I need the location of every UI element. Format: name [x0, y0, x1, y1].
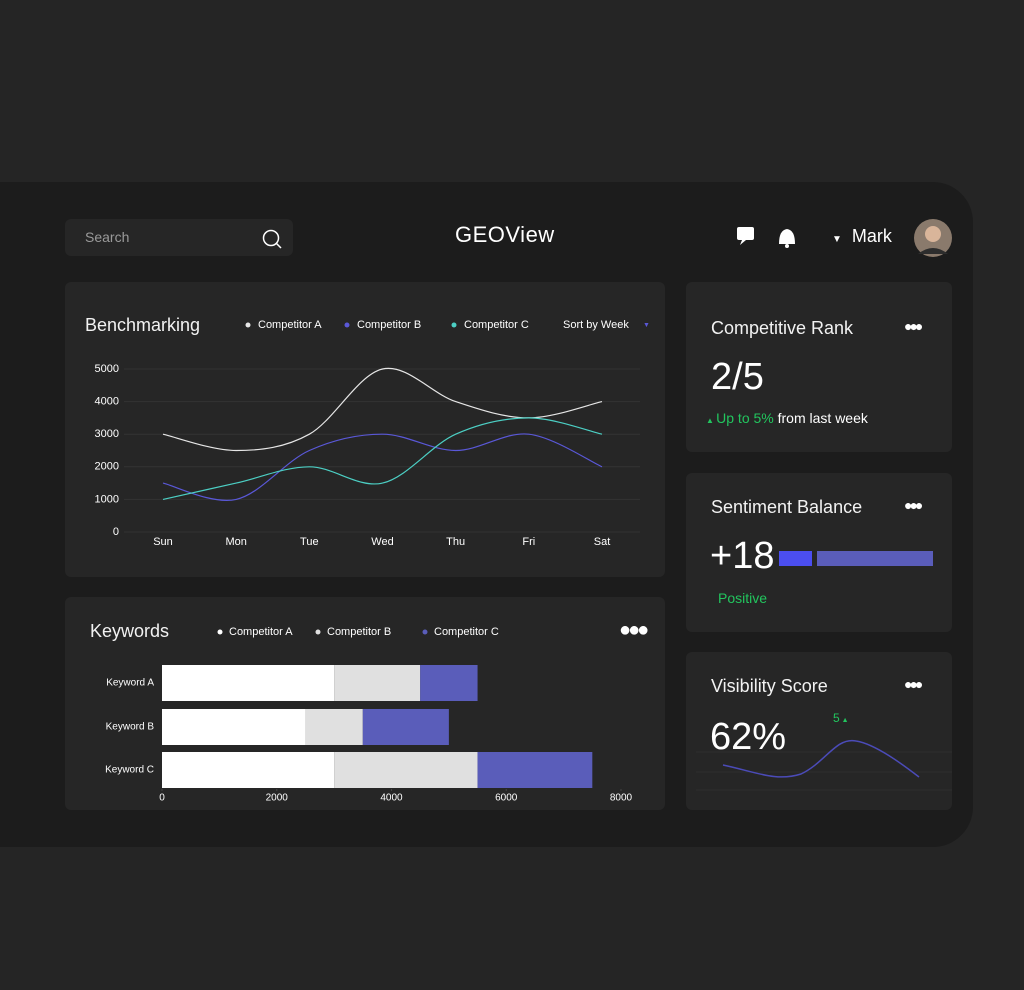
search-box[interactable]: Search	[65, 219, 293, 256]
sentiment-value: +18	[710, 535, 775, 577]
user-name: Mark	[851, 226, 892, 246]
benchmarking-card: Benchmarking	[65, 282, 665, 577]
more-button[interactable]: ●●●	[904, 497, 923, 513]
rank-change: ▲ Up to 5% from last week	[706, 410, 868, 426]
visibility-change: 5 ▲	[833, 711, 849, 725]
more-button[interactable]: ●●●	[904, 676, 923, 692]
chat-icon[interactable]	[737, 227, 754, 240]
avatar[interactable]	[913, 218, 953, 258]
header-icons	[737, 227, 795, 248]
change-text: Up to 5%	[716, 410, 774, 426]
search-placeholder: Search	[85, 229, 130, 245]
app-title: GEOView	[455, 222, 555, 247]
keywords-card: Keywords ●●●	[65, 597, 665, 810]
bell-icon[interactable]	[779, 229, 795, 244]
sparkline	[696, 739, 952, 791]
change-note: from last week	[777, 410, 868, 426]
more-button[interactable]: ●●●	[904, 318, 923, 334]
chart-title: Keywords	[90, 621, 170, 641]
card-title: Sentiment Balance	[711, 497, 863, 517]
visibility-value: 62%	[710, 716, 787, 758]
rank-value: 2/5	[711, 356, 764, 398]
change-text: 5	[833, 711, 840, 725]
sentiment-card: Sentiment Balance ●●● +18 Positive	[686, 473, 952, 632]
visibility-card: Visibility Score ●●● 62% 5 ▲	[686, 652, 952, 810]
chart-title: Benchmarking	[85, 315, 201, 335]
user-menu[interactable]: ▼ Mark	[832, 226, 892, 246]
sentiment-label: Positive	[718, 590, 768, 606]
more-button[interactable]: ●●●	[619, 619, 649, 641]
card-title: Competitive Rank	[711, 318, 854, 338]
card-title: Visibility Score	[711, 676, 828, 696]
rank-card: Competitive Rank ●●● 2/5 ▲ Up to 5% from…	[686, 282, 952, 452]
search-icon	[262, 229, 282, 249]
sentiment-bar	[779, 551, 933, 566]
